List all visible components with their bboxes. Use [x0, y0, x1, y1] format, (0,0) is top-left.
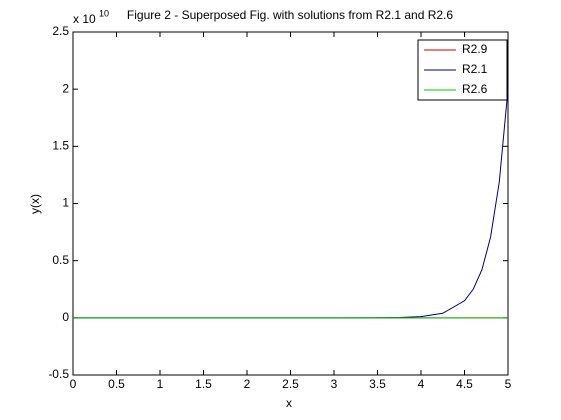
y-multiplier: x 10	[73, 12, 96, 26]
x-tick-label: 4.5	[456, 377, 473, 391]
legend-label: R2.1	[462, 62, 488, 76]
legend-label: R2.9	[462, 42, 488, 56]
x-tick-label: 4	[418, 377, 425, 391]
y-tick-label: 0.5	[52, 253, 69, 267]
x-tick-label: 3.5	[369, 377, 386, 391]
x-tick-label: 3	[331, 377, 338, 391]
x-tick-label: 2	[244, 377, 251, 391]
x-tick-label: 0.5	[108, 377, 125, 391]
x-tick-label: 1.5	[195, 377, 212, 391]
x-tick-label: 1	[157, 377, 164, 391]
y-tick-label: 2	[62, 81, 69, 95]
chart-title: Figure 2 - Superposed Fig. with solution…	[127, 8, 453, 22]
x-axis-label: x	[286, 396, 292, 410]
y-tick-label: 1.5	[52, 139, 69, 153]
y-tick-label: 2.5	[52, 24, 69, 38]
x-tick-label: 0	[70, 377, 77, 391]
y-tick-label: 0	[62, 310, 69, 324]
x-tick-label: 5	[505, 377, 512, 391]
y-tick-label: -0.5	[48, 367, 69, 381]
legend-label: R2.6	[462, 82, 488, 96]
y-tick-label: 1	[62, 196, 69, 210]
y-axis-label: y(x)	[28, 194, 42, 214]
x-tick-label: 2.5	[282, 377, 299, 391]
y-multiplier-exponent: 10	[99, 8, 109, 18]
